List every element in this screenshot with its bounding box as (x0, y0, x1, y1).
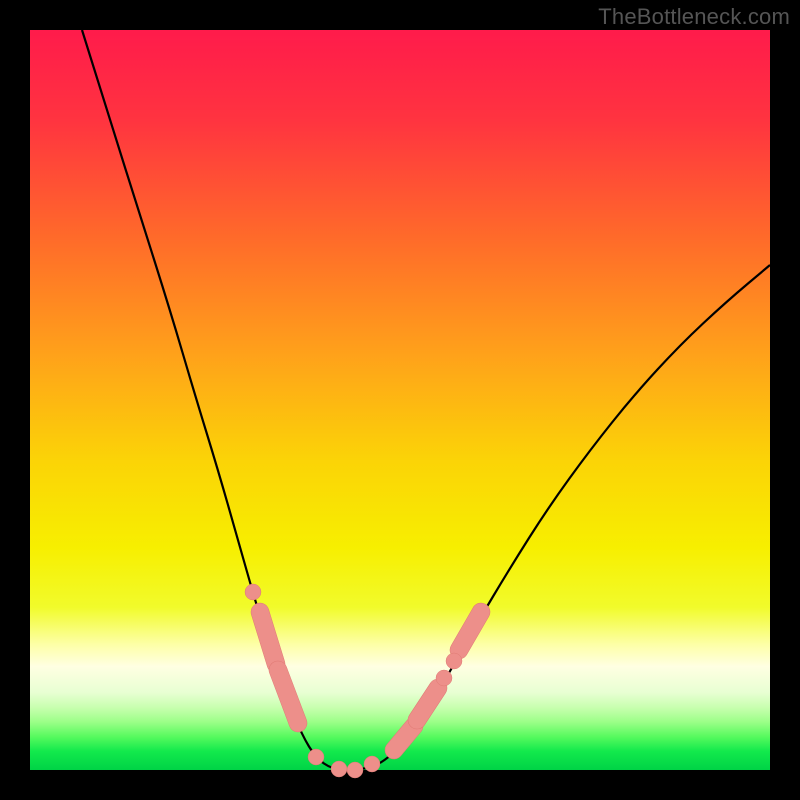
bottleneck-curve-chart (0, 0, 800, 800)
watermark-text: TheBottleneck.com (598, 4, 790, 30)
chart-container: TheBottleneck.com (0, 0, 800, 800)
marker-dot (245, 584, 261, 600)
marker-dot (446, 653, 462, 669)
marker-dot (308, 749, 324, 765)
marker-dot (436, 670, 452, 686)
plot-area (30, 30, 770, 770)
marker-dot (331, 761, 347, 777)
marker-dot (347, 762, 363, 778)
marker-dot (364, 756, 380, 772)
